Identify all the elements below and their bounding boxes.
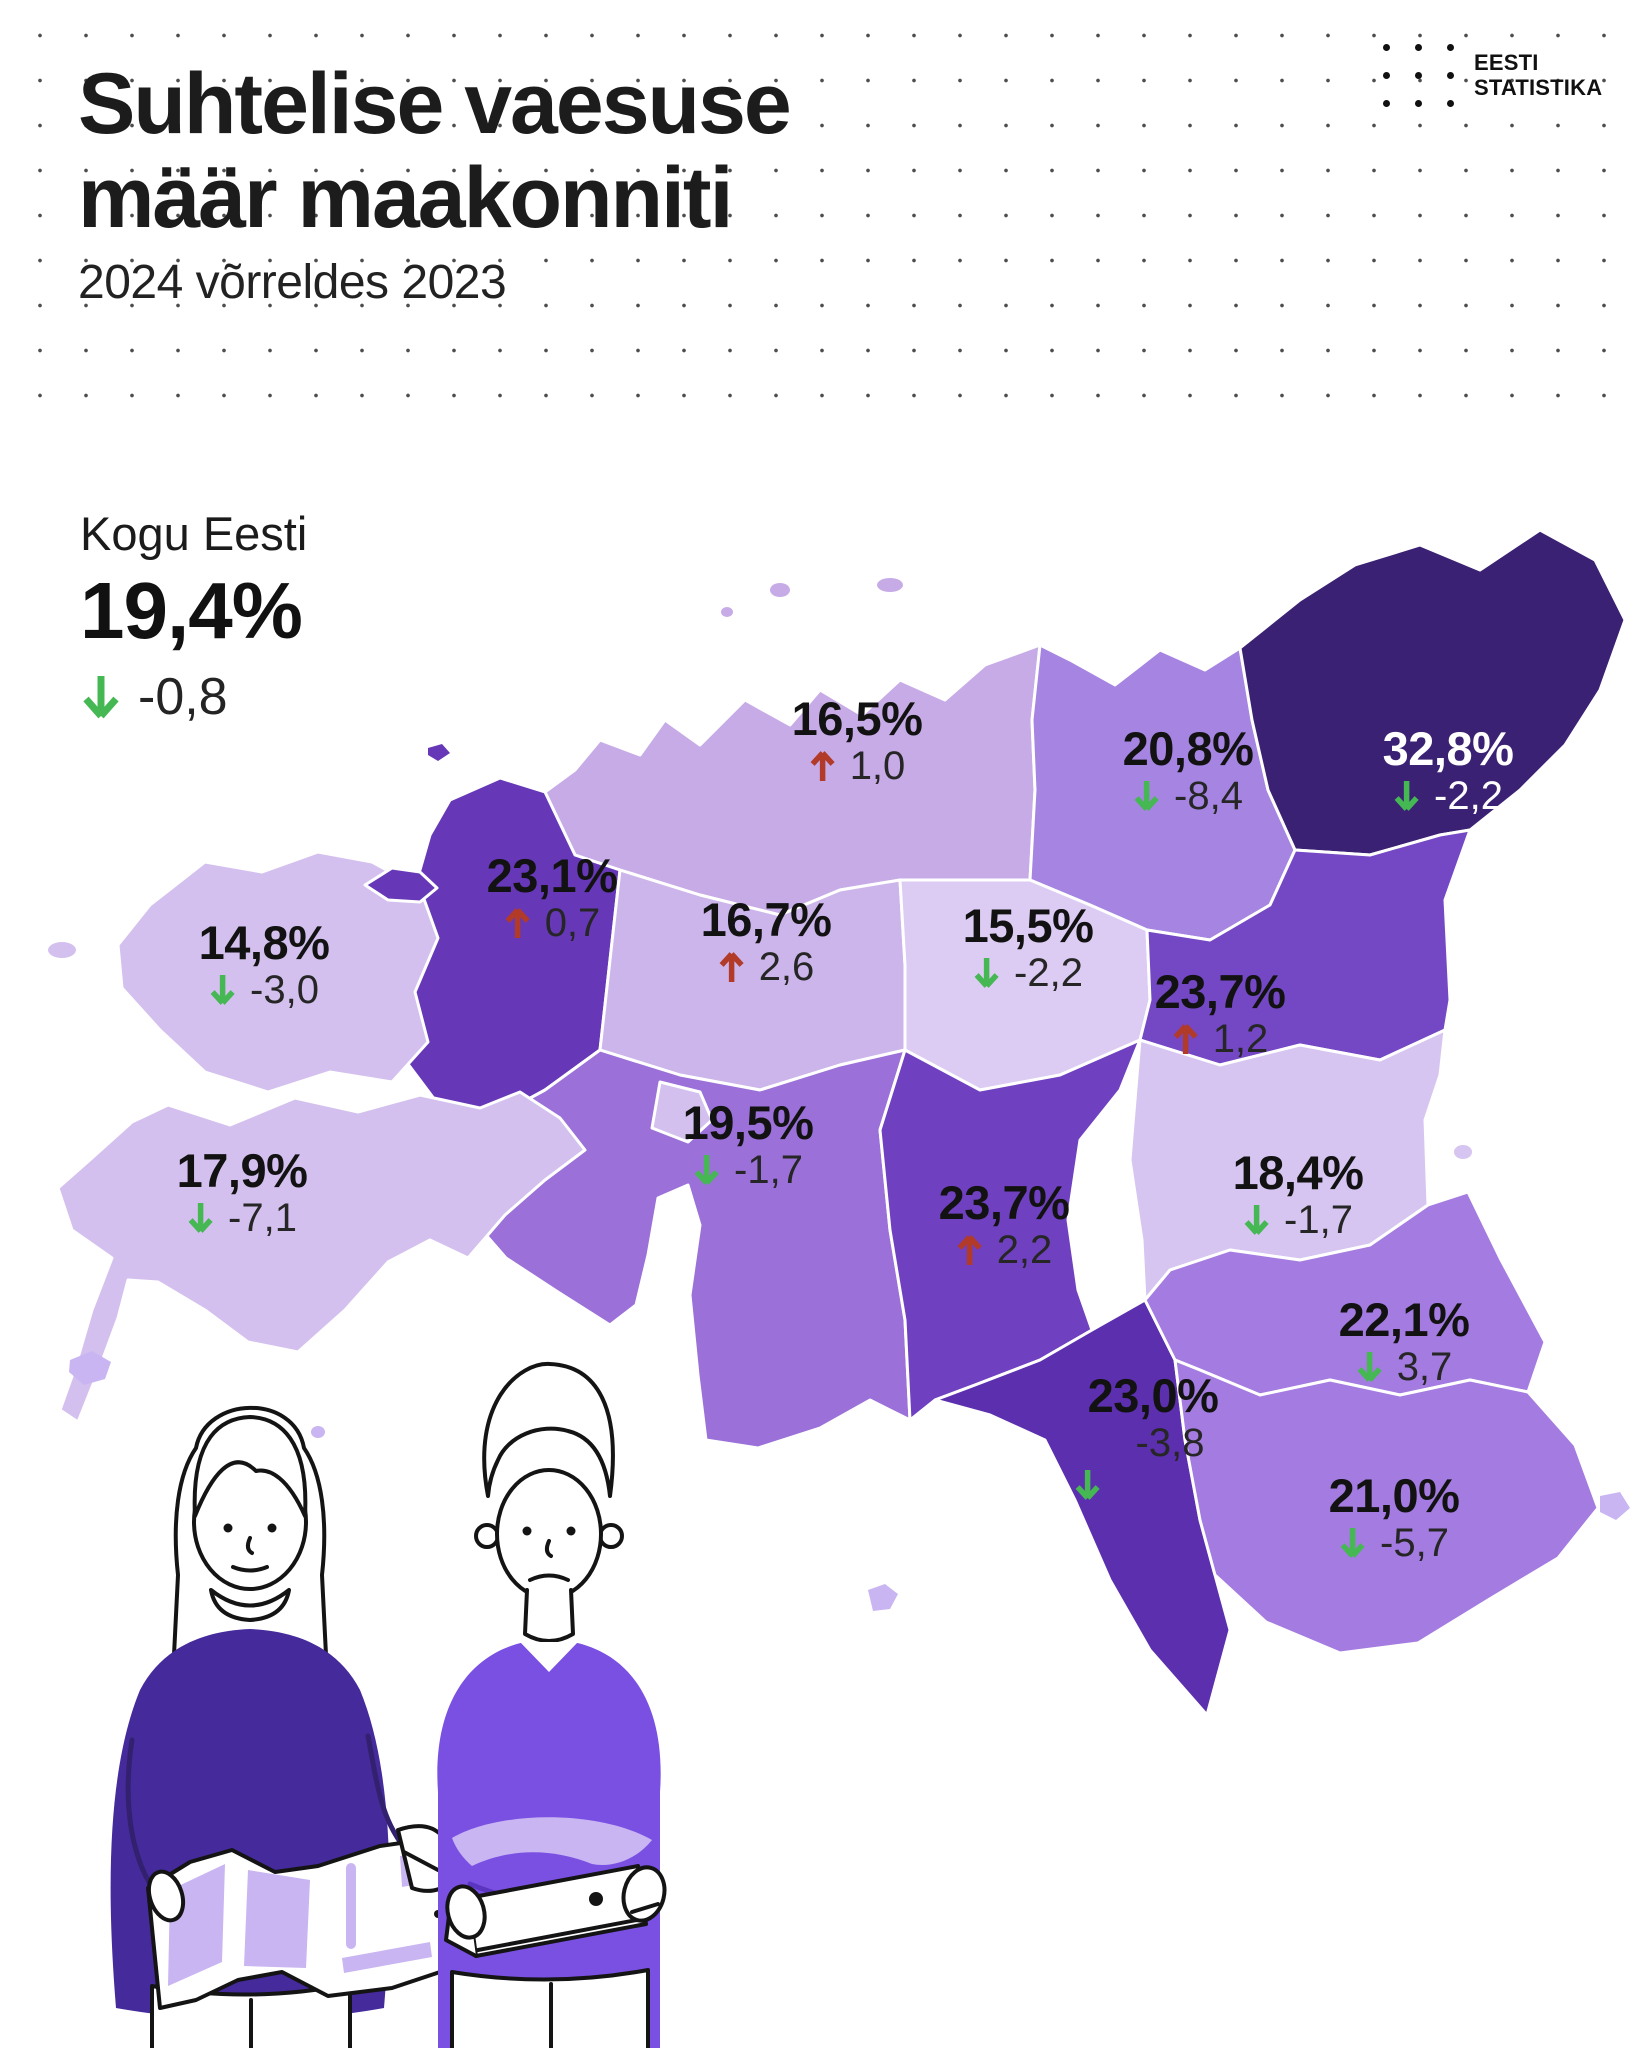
region-label-polvamaa: 22,1% 3,7 (1339, 1296, 1470, 1387)
island-muhu[interactable] (650, 1080, 714, 1144)
down-arrow-icon (694, 1155, 720, 1185)
islet (428, 744, 450, 761)
region-label-valgamaa: 23,0% -3,8 (1075, 1369, 1219, 1503)
confetti-blob (868, 1584, 898, 1611)
region-value: 15,5% (962, 899, 1094, 952)
region-value: 21,0% (1328, 1469, 1460, 1522)
islet (48, 942, 76, 958)
islet-piirissaar (1454, 1145, 1472, 1159)
down-arrow-icon (1394, 781, 1420, 811)
national-summary: Kogu Eesti 19,4% -0,8 (80, 506, 307, 727)
region-delta: -3,0 (199, 970, 330, 1010)
region-label-saaremaa: 17,9% -7,1 (177, 1147, 308, 1238)
region-value: 16,5% (791, 692, 923, 745)
region-delta: -1,7 (683, 1150, 814, 1190)
up-arrow-icon (1173, 1024, 1198, 1054)
region-delta: -5,7 (1329, 1523, 1460, 1563)
islet (877, 578, 903, 592)
confetti-blob (69, 1351, 111, 1385)
up-arrow-icon (505, 908, 530, 938)
region-label-viljandimaa: 23,7% 2,2 (939, 1179, 1070, 1270)
region-value: 32,8% (1382, 722, 1514, 775)
region-value: 17,9% (176, 1144, 308, 1197)
woman-figure (110, 1405, 454, 2048)
region-delta: 2,6 (701, 947, 832, 987)
down-arrow-icon (1357, 1352, 1382, 1382)
page-title: Suhtelise vaesuse määr maakonniti (78, 56, 792, 246)
confetti-blob (1600, 1492, 1630, 1520)
region-label-tartumaa: 18,4% -1,7 (1233, 1149, 1364, 1240)
region-label-ida-virumaa: 32,8% -2,2 (1383, 725, 1514, 816)
region-label-hiiumaa: 14,8% -3,0 (199, 919, 330, 1010)
islet (721, 607, 733, 617)
islet (770, 583, 790, 597)
county-saaremaa[interactable] (56, 1090, 587, 1424)
region-delta: -2,2 (963, 953, 1094, 993)
region-label-laane-virumaa: 20,8% -8,4 (1123, 725, 1254, 816)
county-hiiumaa[interactable] (116, 850, 440, 1094)
up-arrow-icon (957, 1235, 982, 1265)
down-arrow-icon (83, 676, 119, 719)
region-value: 19,5% (682, 1096, 814, 1149)
region-delta: -7,1 (177, 1198, 308, 1238)
region-value: 22,1% (1338, 1293, 1470, 1346)
summary-label: Kogu Eesti (80, 507, 308, 560)
region-delta: 0,7 (487, 903, 618, 943)
summary-delta: -0,8 (80, 667, 307, 727)
down-arrow-icon (1244, 1205, 1270, 1235)
man-figure (437, 1361, 667, 2048)
region-value: 23,7% (938, 1176, 1070, 1229)
region-delta: 2,2 (939, 1230, 1070, 1270)
region-delta: -2,2 (1383, 776, 1514, 816)
dotted-pattern-background (0, 0, 1638, 414)
region-label-raplamaa: 16,7% 2,6 (701, 896, 832, 987)
title-block: Suhtelise vaesuse määr maakonniti 2024 võ… (78, 56, 792, 310)
eesti-statistika-logo: EESTI STATISTIKA (1383, 44, 1602, 107)
region-delta: -8,4 (1123, 776, 1254, 816)
region-label-laanemaa: 23,1% 0,7 (487, 852, 618, 943)
islet-kihnu (731, 1410, 753, 1426)
confetti-blob (311, 1426, 325, 1438)
down-arrow-icon (210, 975, 236, 1005)
logo-text: EESTI STATISTIKA (1474, 50, 1603, 100)
down-arrow-icon (188, 1203, 214, 1233)
summary-value: 19,4% (80, 566, 303, 655)
region-label-vorumaa: 21,0% -5,7 (1329, 1472, 1460, 1563)
county-vorumaa[interactable] (1173, 1358, 1600, 1655)
down-arrow-icon (1134, 781, 1160, 811)
logo-dots-icon (1383, 44, 1454, 107)
down-arrow-icon (1340, 1528, 1366, 1558)
region-value: 23,1% (486, 849, 618, 902)
up-arrow-icon (810, 751, 835, 781)
region-delta: -1,7 (1233, 1200, 1364, 1240)
island-vormsi[interactable] (363, 866, 439, 904)
region-value: 23,0% (1087, 1369, 1219, 1422)
up-arrow-icon (719, 952, 744, 982)
page-subtitle: 2024 võrreldes 2023 (78, 256, 507, 310)
down-arrow-icon (974, 958, 1000, 988)
down-arrow-icon (1075, 1470, 1100, 1500)
region-label-jogevamaa: 23,7% 1,2 (1155, 968, 1286, 1059)
region-value: 23,7% (1154, 965, 1286, 1018)
region-label-harjumaa: 16,5% 1,0 (792, 695, 923, 786)
region-delta: -3,8 (1075, 1423, 1219, 1503)
region-delta: 1,2 (1155, 1019, 1286, 1059)
region-value: 14,8% (198, 916, 330, 969)
region-delta: 3,7 (1339, 1347, 1470, 1387)
region-value: 18,4% (1232, 1146, 1364, 1199)
county-ida-virumaa[interactable] (1238, 528, 1627, 857)
region-label-parnumaa: 19,5% -1,7 (683, 1099, 814, 1190)
region-value: 20,8% (1122, 722, 1254, 775)
region-label-jarvamaa: 15,5% -2,2 (963, 902, 1094, 993)
region-delta: 1,0 (792, 746, 923, 786)
region-value: 16,7% (700, 893, 832, 946)
